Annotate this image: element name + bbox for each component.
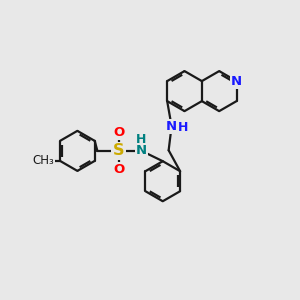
Text: S: S <box>113 143 124 158</box>
Text: H: H <box>178 121 188 134</box>
Text: H: H <box>136 133 146 146</box>
Text: N: N <box>231 75 242 88</box>
Text: N: N <box>166 120 177 133</box>
Text: O: O <box>113 126 124 139</box>
Text: CH₃: CH₃ <box>32 154 54 167</box>
Text: O: O <box>113 163 124 176</box>
Text: N: N <box>136 144 147 158</box>
